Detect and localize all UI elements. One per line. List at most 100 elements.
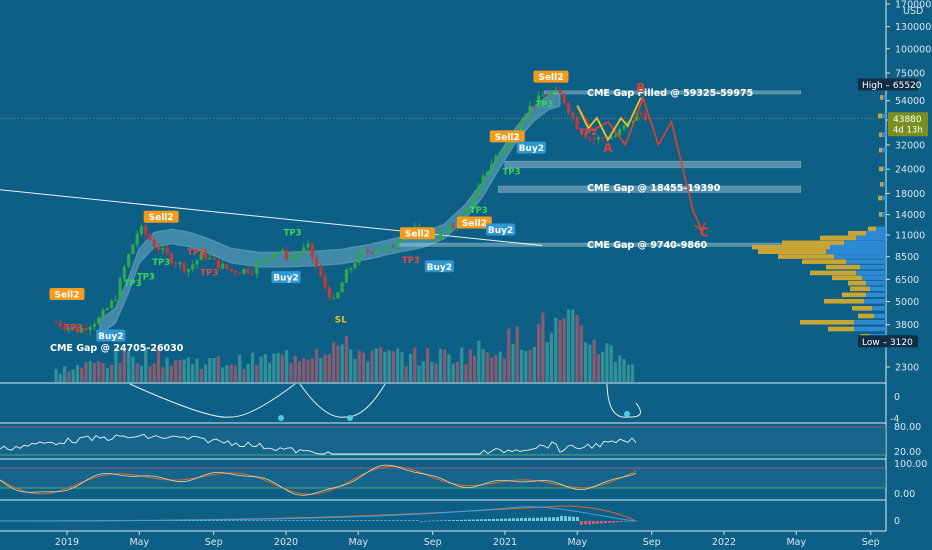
candle-body [58,322,62,327]
volume-bar [519,349,524,382]
candle-body [80,327,84,333]
volume-bar [144,348,148,382]
cme-gap-zone [498,185,802,193]
profile-bar-volume-a [782,240,844,246]
price-tick-label: 54000 [895,96,925,107]
volume-bar [216,356,220,382]
macd-histogram-bar [620,521,623,523]
macd-histogram-bar [516,518,519,521]
macd-histogram-bar [212,520,215,521]
profile-bar-volume-b [844,240,886,246]
macd-histogram-bar [376,520,379,521]
volume-bar [54,368,58,382]
macd-histogram-bar [624,521,627,522]
sell-signal-label: Sell2 [495,133,520,143]
volume-bar [225,365,229,382]
profile-bar-volume-a [879,147,882,153]
volume-bar [630,364,635,382]
candle-body [178,262,182,265]
volume-bar [161,367,165,382]
macd-histogram-bar [216,520,219,521]
oscillator-curve [129,383,296,418]
profile-bar-volume-b [883,182,886,187]
candle-body [353,262,357,269]
volume-bar [263,354,267,382]
macd-histogram-bar [288,520,291,521]
macd-histogram-bar [596,521,599,524]
macd-histogram-bar [472,519,475,521]
macd-histogram-bar [520,518,523,521]
sell-signal-tag [399,227,435,240]
volume-bar [357,350,361,382]
candle-body [481,175,485,186]
volume-bar [306,359,310,382]
volume-bar [84,362,88,382]
time-tick-label: Sep [424,537,442,548]
macd-histogram-bar [504,518,507,521]
volume-bar [353,359,357,382]
candle-body [186,269,191,272]
macd-histogram-bar [492,518,495,521]
volume-bar [131,356,135,382]
macd-histogram-bar [304,520,307,521]
cme-gap-zones: CME Gap Filled @ 59325-59975 CME Gap @ 18… [50,88,802,354]
macd-histogram-bar [256,520,259,521]
candle-body [67,328,71,330]
candle-body [293,255,297,258]
volume-bar [366,361,370,382]
macd-histogram-bar [324,520,327,521]
candle-body [596,137,601,140]
macd-histogram-bar [484,519,487,521]
candle-body [165,247,169,254]
volume-profile [752,95,886,339]
candle-body [468,206,472,210]
volume-bar [174,360,178,382]
profile-bar-volume-b [882,113,886,119]
high-marker-box [858,78,918,91]
candle-body [370,251,374,253]
candle-body [191,264,195,270]
macd-histogram-bar [432,520,435,522]
profile-bar-volume-b [876,226,886,232]
wave-yellow-line [576,97,642,142]
sell-signal-tag [49,287,85,300]
volume-bar [383,351,387,382]
macd-histogram-bar [220,520,223,521]
macd-histogram-bar [444,520,447,521]
profile-bar-volume-a [752,244,830,250]
rsi-line [0,433,637,455]
candle-body [75,327,80,333]
time-tick-label: 2021 [493,537,517,548]
volume-bar [88,361,92,382]
candle-body [71,327,75,329]
candle-body [575,117,579,130]
volume-bar [80,367,84,382]
volume-bar [451,363,455,382]
volume-bar [391,351,396,382]
volume-bar [276,352,280,382]
volume-bar [105,367,109,382]
volume-bar [562,318,566,382]
profile-bar-volume-a [848,280,866,286]
macd-histogram-bar [528,517,531,521]
macd-histogram-bar [440,520,443,521]
candle-body [161,247,165,251]
profile-bar-volume-a [778,254,834,259]
volume-bar [575,314,579,382]
candle-body [524,114,528,121]
buy-signal-label: Buy2 [427,263,452,273]
candle-body [451,225,455,227]
macd-histogram-bar [316,520,319,521]
volume-bar [579,325,583,382]
candle-body [327,287,331,299]
volume-bar [246,363,250,382]
buy-signal-tag [96,329,126,342]
candle-body [344,269,349,283]
volume-bar [169,366,173,382]
macd-histogram-bar [308,520,311,521]
time-axis[interactable]: 2019 May Sep 2020 May Sep 2021 May Sep 2022 May Sep [55,531,880,548]
macd-histogram-bar [580,521,583,525]
candle-body [630,120,635,122]
price-tick-label: 24000 [895,165,925,176]
